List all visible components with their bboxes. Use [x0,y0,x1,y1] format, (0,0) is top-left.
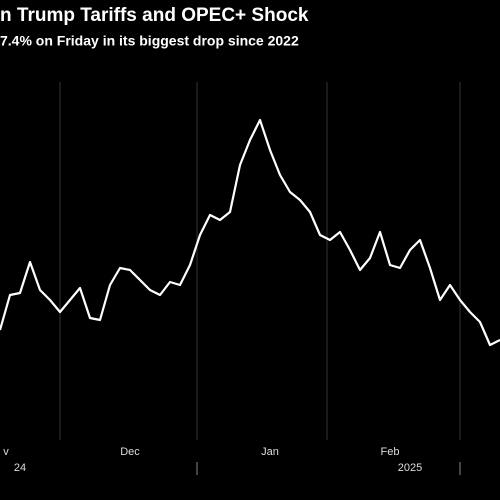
gridlines [59,82,461,475]
x-tick-label: Jan [261,446,279,458]
x-tick-label: v [3,446,9,458]
x-tick-label: Feb [381,446,400,458]
x-year-label: 24 [14,462,26,474]
price-line [0,118,500,347]
chart-title: n Trump Tariffs and OPEC+ Shock [0,5,309,26]
x-year-label: 2025 [398,462,422,474]
chart-subtitle: 7.4% on Friday in its biggest drop since… [0,33,299,49]
x-tick-label: Dec [120,446,140,458]
